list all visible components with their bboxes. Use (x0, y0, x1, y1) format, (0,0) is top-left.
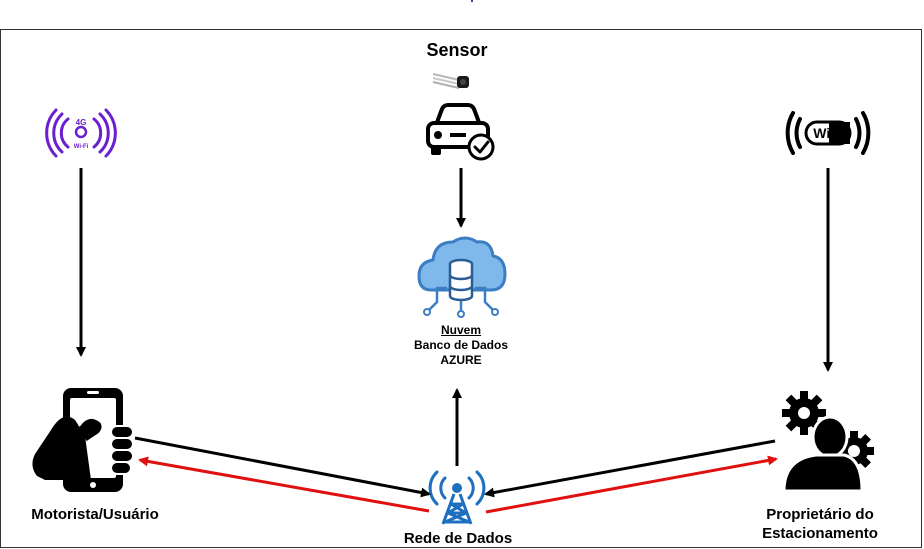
cloud-subtitle: Banco de Dados (413, 338, 509, 352)
driver-label: Motorista/Usuário (31, 506, 159, 523)
4g-icon-text: 4G (76, 118, 87, 127)
owner-label-line2: Estacionamento (762, 525, 878, 542)
arrow-owner-to-tower (484, 439, 776, 498)
4g-wifi-icon: 4G Wi-Fi (45, 108, 117, 158)
car-check-icon (426, 103, 495, 161)
wifi-icon-label: WiFi (813, 125, 842, 141)
cloud-database-icon (417, 236, 507, 318)
cloud-provider: AZURE (440, 353, 482, 367)
network-tower-icon (428, 470, 486, 525)
wifi-icon: WiFi (785, 111, 871, 155)
cloud-label: Nuvem Banco de Dados AZURE (390, 323, 532, 368)
cloud-title: Nuvem (440, 323, 481, 337)
hand-phone-icon (32, 388, 134, 492)
arrow-tower-to-owner (485, 455, 778, 514)
user-gears-icon (782, 391, 874, 493)
owner-label: Proprietário do Estacionamento (740, 505, 900, 543)
network-label: Rede de Dados (403, 530, 513, 547)
top-dot (471, 0, 473, 2)
diagram-frame (0, 29, 922, 548)
arrow-phone-to-tower (134, 436, 431, 498)
owner-label-line1: Proprietário do (766, 506, 874, 523)
sensor-icon (432, 73, 469, 89)
arrow-tower-to-phone (138, 456, 430, 513)
wifi-icon-text: Wi-Fi (74, 144, 89, 150)
sensor-title: Sensor (426, 40, 488, 60)
